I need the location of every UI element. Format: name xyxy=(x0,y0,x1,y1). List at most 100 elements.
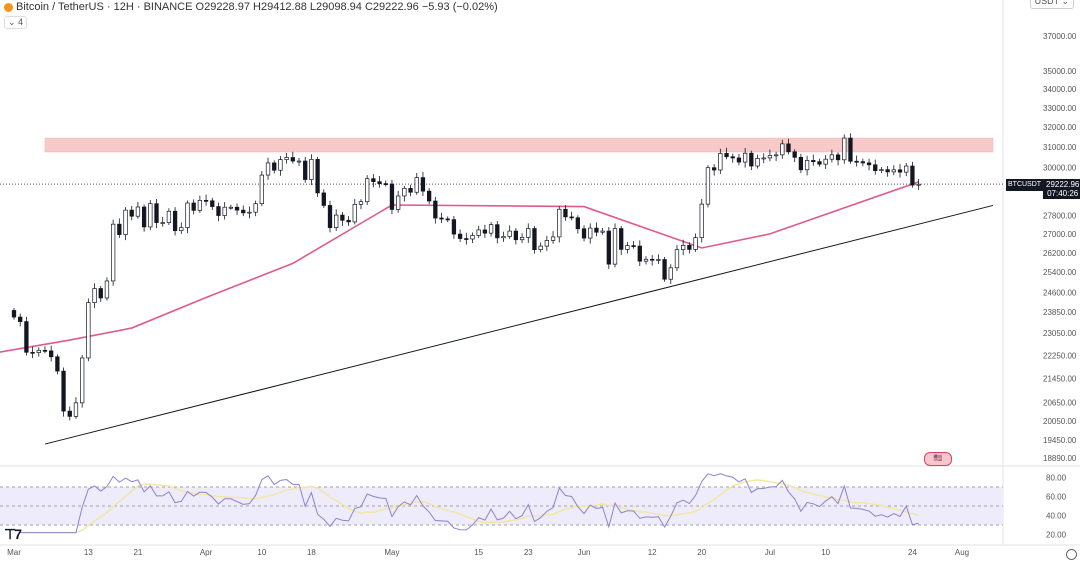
candle xyxy=(148,203,153,228)
price-tick-label: 31000.00 xyxy=(1043,143,1077,152)
candle xyxy=(290,157,295,162)
economic-events-icon[interactable]: 🇺🇸 xyxy=(924,452,952,466)
candle xyxy=(817,161,822,165)
price-tick-label: 32000.00 xyxy=(1043,123,1077,132)
candle xyxy=(631,245,636,247)
candle xyxy=(420,177,426,192)
time-tick-label: 20 xyxy=(697,548,706,557)
candle xyxy=(154,203,159,223)
rsi-ma-line xyxy=(20,479,919,534)
candle xyxy=(278,159,283,171)
candle xyxy=(365,178,370,203)
candle xyxy=(656,259,661,261)
time-tick-label: 15 xyxy=(474,548,483,557)
candle xyxy=(321,192,326,206)
candle xyxy=(674,249,680,269)
candle xyxy=(377,181,382,184)
candle xyxy=(210,200,215,207)
candle xyxy=(123,209,128,235)
candle xyxy=(538,245,543,251)
candle xyxy=(358,201,364,205)
price-tick-label: 34000.00 xyxy=(1043,85,1077,94)
settings-icon[interactable] xyxy=(1066,549,1077,560)
candle xyxy=(172,210,178,231)
candle xyxy=(916,183,921,186)
candle xyxy=(681,245,686,251)
candle xyxy=(197,200,203,211)
rsi-tick-label: 80.00 xyxy=(1046,474,1067,483)
candle xyxy=(532,228,537,251)
candle xyxy=(253,203,258,213)
time-tick-label: 21 xyxy=(133,548,142,557)
candle xyxy=(476,229,481,236)
candle xyxy=(327,205,333,228)
candle xyxy=(550,236,556,241)
candle xyxy=(885,169,890,173)
candle xyxy=(179,227,184,231)
candle xyxy=(773,154,779,157)
candle xyxy=(563,208,568,218)
candle xyxy=(711,167,717,171)
candle xyxy=(736,157,742,163)
candle xyxy=(687,245,692,250)
candle xyxy=(241,209,246,214)
candle xyxy=(910,165,915,186)
price-tick-label: 23850.00 xyxy=(1043,308,1077,317)
candle xyxy=(414,177,419,193)
candle xyxy=(569,216,574,219)
candle xyxy=(575,217,580,230)
indicators-collapse-button[interactable]: ⌄ 4 xyxy=(4,16,28,29)
price-tick-label: 27800.00 xyxy=(1043,212,1077,221)
time-tick-label: 13 xyxy=(84,548,93,557)
candle xyxy=(873,164,878,171)
price-tick-label: 37000.00 xyxy=(1043,32,1077,41)
candle xyxy=(80,357,85,404)
resistance-zone xyxy=(44,137,994,153)
candle xyxy=(581,228,587,239)
candle xyxy=(433,200,438,219)
candle xyxy=(11,310,17,318)
candle xyxy=(426,190,432,202)
candle xyxy=(730,156,735,159)
candle xyxy=(464,238,469,240)
candle xyxy=(315,159,320,194)
trendline xyxy=(44,204,994,445)
price-tick-label: 20050.00 xyxy=(1043,417,1077,426)
candle xyxy=(594,227,599,233)
time-tick-label: 18 xyxy=(307,548,316,557)
price-tick-label: 33000.00 xyxy=(1043,104,1077,113)
ohlc-readout: Bitcoin / TetherUS · 12H · BINANCE O2922… xyxy=(16,1,498,13)
candle xyxy=(786,143,791,153)
candle xyxy=(191,202,196,211)
price-tick-label: 30000.00 xyxy=(1043,164,1077,173)
candle xyxy=(185,202,190,228)
time-tick-label: Mar xyxy=(7,548,21,557)
candle xyxy=(792,151,797,158)
candle xyxy=(637,245,642,262)
candle xyxy=(879,169,884,171)
candle xyxy=(811,160,816,163)
candle xyxy=(904,165,909,173)
currency-selector[interactable]: USDT ⌄ xyxy=(1029,0,1074,9)
candle xyxy=(259,174,264,205)
candle xyxy=(557,208,562,238)
price-tick-label: 21450.00 xyxy=(1043,374,1077,383)
price-tick-label: 18890.00 xyxy=(1043,454,1077,463)
candle xyxy=(804,160,810,171)
candle xyxy=(55,356,60,372)
candle xyxy=(104,280,110,299)
candle xyxy=(501,236,506,239)
candle xyxy=(451,219,457,235)
candle xyxy=(98,288,103,299)
time-tick-label: Aug xyxy=(955,548,969,557)
symbol-legend[interactable]: Bitcoin / TetherUS · 12H · BINANCE O2922… xyxy=(4,1,498,14)
candle xyxy=(699,203,704,238)
candle xyxy=(767,155,773,159)
bitcoin-logo-icon xyxy=(4,2,13,12)
candle xyxy=(482,229,488,234)
candle xyxy=(222,206,227,216)
time-tick-label: Jun xyxy=(578,548,591,557)
candle xyxy=(544,240,550,247)
candle xyxy=(600,230,605,233)
